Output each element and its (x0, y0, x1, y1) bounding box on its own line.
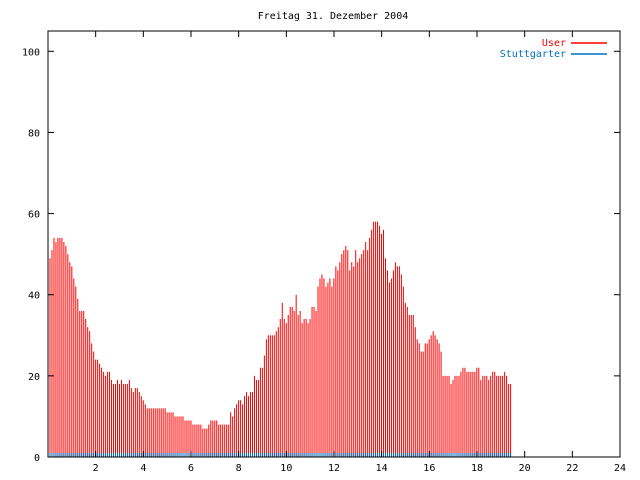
x-tick-label: 2 (93, 463, 99, 474)
legend-label-stuttgarter: Stuttgarter (500, 49, 566, 60)
legend-label-user: User (542, 38, 566, 49)
x-tick-label: 18 (471, 463, 483, 474)
x-tick-label: 12 (328, 463, 340, 474)
chart-title: Freitag 31. Dezember 2004 (258, 11, 409, 22)
series-stuttgarter (47, 452, 512, 457)
x-tick-label: 16 (423, 463, 435, 474)
x-tick-label: 14 (376, 463, 388, 474)
y-tick-label: 40 (28, 291, 40, 302)
y-tick-label: 80 (28, 128, 40, 139)
legend: User Stuttgarter (500, 38, 607, 60)
y-tick-label: 0 (34, 453, 40, 464)
y-tick-label: 60 (28, 210, 40, 221)
x-tick-label: 24 (614, 463, 626, 474)
x-tick-label: 4 (140, 463, 146, 474)
x-tick-label: 8 (236, 463, 242, 474)
series-user (47, 221, 512, 457)
x-tick-label: 10 (280, 463, 292, 474)
x-tick-label: 6 (188, 463, 194, 474)
y-tick-label: 20 (28, 372, 40, 383)
x-tick-label: 22 (566, 463, 578, 474)
x-tick-label: 20 (519, 463, 531, 474)
y-tick-label: 100 (22, 47, 40, 58)
